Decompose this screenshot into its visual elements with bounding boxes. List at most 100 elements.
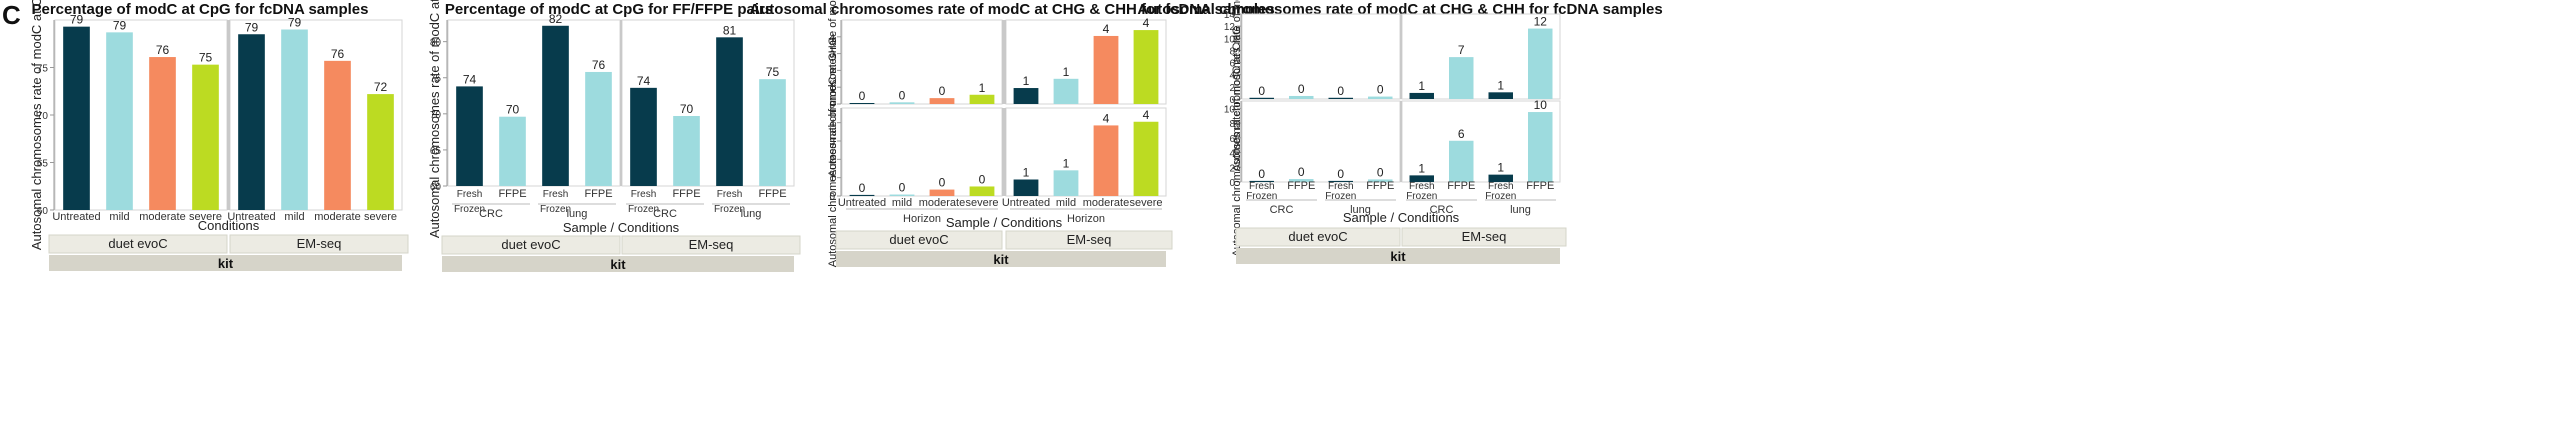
x-subgroup-label: Horizon [903, 213, 941, 225]
plot-facet-0 [1241, 100, 1401, 183]
bar-fresh-frozen [630, 87, 657, 186]
x-tick-label: Untreated [838, 197, 886, 209]
x-subgroup-label: CRC [479, 208, 503, 220]
bar-fresh-frozen [1488, 174, 1513, 182]
bar-data-label: 12 [1534, 15, 1548, 29]
kit-title-label: kit [1390, 249, 1406, 264]
bar-data-label: 1 [979, 81, 986, 95]
bar-data-label: 70 [506, 103, 520, 117]
x-tick-label: Frozen [1406, 191, 1437, 202]
bar-fresh-frozen [1328, 180, 1353, 182]
bar-data-label: 1 [1023, 74, 1030, 88]
y-tick-label: 80 [430, 38, 442, 49]
x-tick-label: Fresh [1249, 181, 1275, 192]
x-tick-label: Untreated [227, 211, 275, 223]
x-tick-label: Frozen [454, 204, 485, 215]
y-axis-label: Autosomal chromosomes rate of modC at CH… [827, 0, 839, 177]
y-tick-label: 12 [1224, 22, 1236, 33]
bar-data-label: 81 [723, 23, 737, 37]
y-tick-label: 6 [1229, 59, 1235, 70]
bar-severe [1133, 121, 1159, 196]
bar-data-label: 79 [113, 18, 127, 32]
panel-letter: C [2, 0, 21, 30]
bar-ffpe [1368, 179, 1393, 182]
bar-fresh-frozen [1488, 92, 1513, 99]
x-tick-label: FFPE [672, 188, 700, 200]
bar-severe [969, 186, 995, 196]
bar-data-label: 76 [592, 58, 606, 72]
bar-data-label: 6 [1458, 127, 1465, 141]
x-tick-label: Fresh [717, 189, 743, 200]
bar-data-label: 1 [1418, 161, 1425, 175]
y-tick-label: 3 [829, 137, 835, 148]
kit-group-band [441, 235, 621, 255]
x-tick-label: Fresh [1488, 181, 1514, 192]
bar-data-label: 1 [1418, 79, 1425, 93]
bar-moderate [324, 60, 351, 210]
bar-mild [106, 32, 133, 210]
bar-data-label: 79 [288, 16, 302, 30]
kit-group-band [621, 235, 801, 255]
x-tick-label: Frozen [1246, 191, 1277, 202]
bar-moderate [929, 98, 955, 104]
bar-data-label: 75 [199, 51, 213, 65]
bar-fresh-frozen [542, 25, 569, 187]
bar-data-label: 4 [1143, 16, 1150, 30]
y-tick-label: 8 [1229, 46, 1235, 57]
y-tick-label: 0 [829, 192, 835, 203]
kit-group-band [1005, 230, 1173, 250]
y-axis-label: Autosomal chromosomes rate of modC at CH… [1231, 26, 1243, 256]
bar-data-label: 0 [859, 89, 866, 103]
kit-group-label: EM-seq [1462, 229, 1507, 244]
bar-data-label: 1 [1497, 161, 1504, 175]
bar-mild [889, 102, 915, 104]
x-subgroup-label: CRC [1270, 204, 1294, 216]
bar-mild [1053, 170, 1079, 196]
bar-data-label: 0 [1337, 167, 1344, 181]
y-tick-label: 10 [1224, 104, 1236, 115]
x-tick-label: severe [1129, 197, 1162, 209]
facet-separator [1400, 14, 1402, 99]
bar-data-label: 0 [1377, 165, 1384, 179]
bar-fresh-frozen [1249, 97, 1274, 99]
bar-severe [1133, 30, 1159, 104]
bar-mild [281, 29, 308, 210]
x-tick-label: Frozen [628, 204, 659, 215]
y-axis-label: Autosomal chromosomes rate of modC at Cp… [427, 0, 442, 238]
kit-group-label: duet evoC [889, 232, 948, 247]
kit-group-label: EM-seq [1067, 232, 1112, 247]
y-tick-label: 4 [829, 33, 835, 44]
y-tick-label: 65 [430, 146, 442, 157]
kit-group-band [1235, 227, 1401, 247]
kit-title-label: kit [218, 256, 234, 271]
bar-ffpe [673, 115, 700, 186]
y-tick-label: 60 [430, 182, 442, 193]
bar-data-label: 74 [637, 74, 651, 88]
y-tick-label: 0 [829, 100, 835, 111]
bar-fresh-frozen [456, 86, 483, 186]
bar-untreated [849, 194, 875, 196]
x-tick-label: FFPE [498, 188, 526, 200]
x-subgroup-label: lung [1510, 204, 1531, 216]
x-axis-label: Sample / Conditions [563, 220, 680, 235]
bar-data-label: 0 [1298, 82, 1305, 96]
kit-title-band [836, 251, 1166, 267]
x-tick-label: severe [189, 211, 222, 223]
kit-title-band [1236, 248, 1560, 264]
chart-title: Autosomal chromosomes rate of modC at CH… [749, 1, 1274, 18]
kit-title-label: kit [993, 252, 1009, 267]
facet-separator [620, 20, 622, 186]
x-tick-label: Fresh [543, 189, 569, 200]
y-tick-label: 1 [829, 174, 835, 185]
bar-severe [192, 64, 219, 211]
x-tick-label: FFPE [1526, 180, 1554, 192]
y-tick-label: 8 [1229, 119, 1235, 130]
bar-severe [969, 94, 995, 104]
x-tick-label: Fresh [1409, 181, 1435, 192]
bar-ffpe [1289, 179, 1314, 182]
kit-group-label: duet evoC [108, 236, 167, 251]
bar-data-label: 0 [899, 88, 906, 102]
bar-ffpe [1528, 112, 1553, 182]
